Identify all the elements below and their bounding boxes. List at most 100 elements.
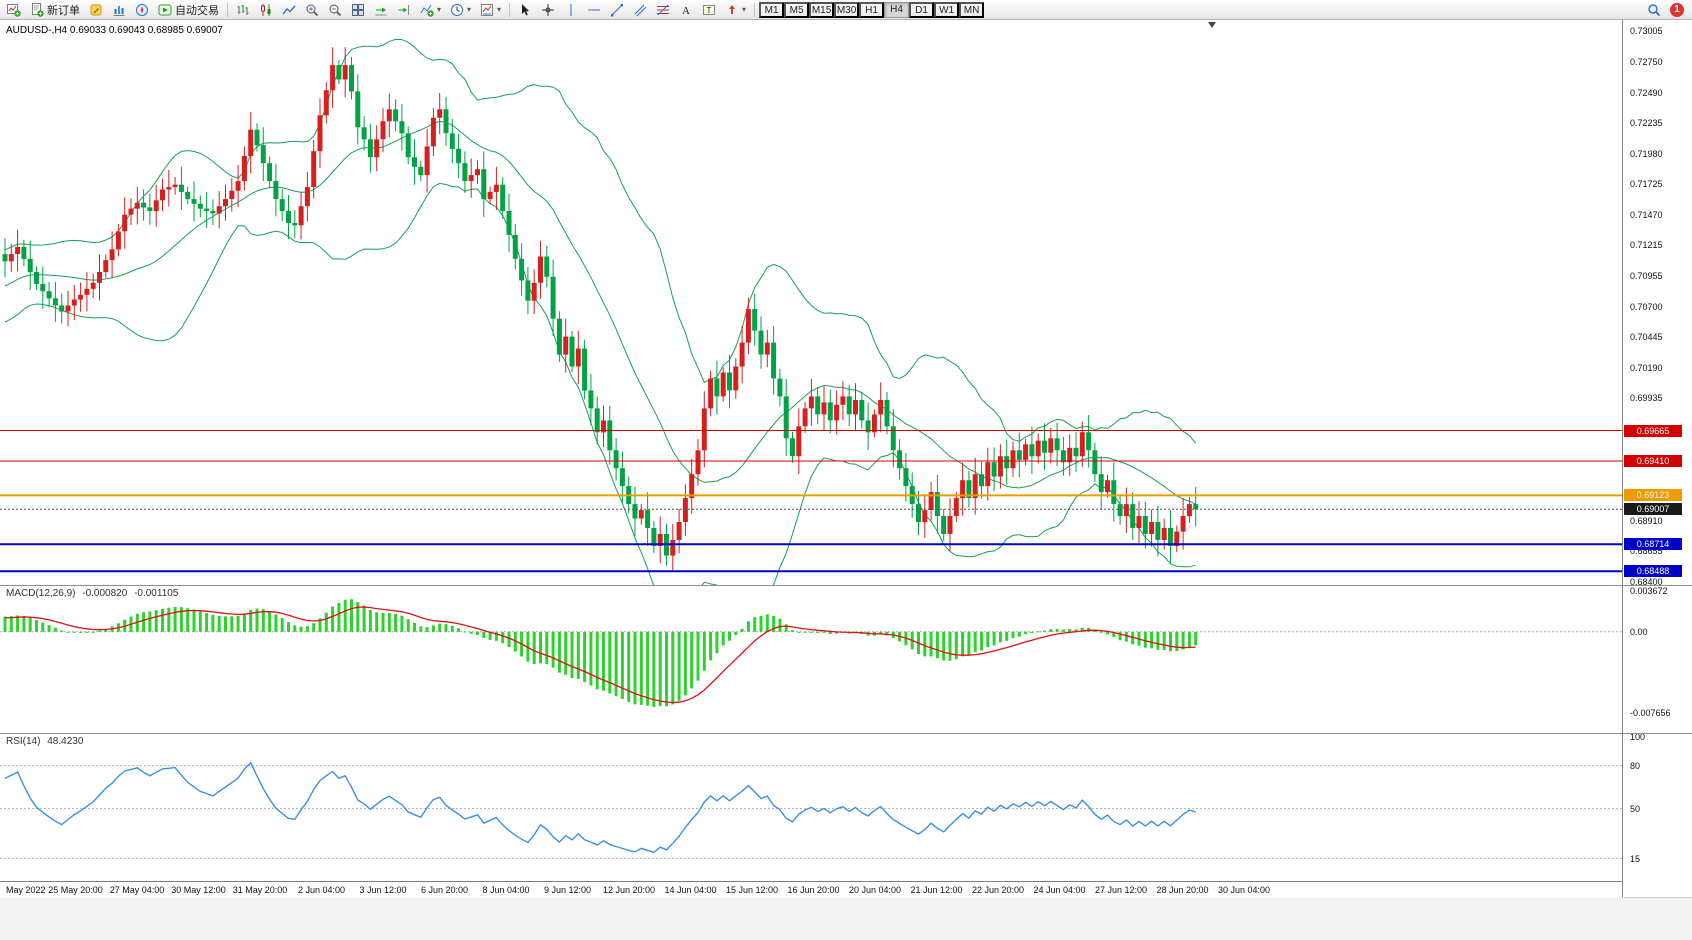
search-button[interactable] xyxy=(1643,1,1665,19)
time-tick-label: 8 Jun 04:00 xyxy=(482,885,530,895)
bar-chart-button[interactable] xyxy=(232,1,254,19)
chevron-down-icon: ▾ xyxy=(437,4,442,14)
panel-separator[interactable] xyxy=(0,733,1692,734)
time-tick-label: 12 Jun 20:00 xyxy=(602,885,656,895)
svg-text:A: A xyxy=(682,5,690,17)
text-tool-button[interactable]: A xyxy=(675,1,697,19)
channel-tool-button[interactable] xyxy=(629,1,651,19)
periods-icon xyxy=(450,3,464,17)
horizontal-line-tool-button[interactable] xyxy=(583,1,605,19)
time-tick-label: 24 Jun 04:00 xyxy=(1033,885,1086,895)
templates-icon xyxy=(480,3,494,17)
line-chart-button[interactable] xyxy=(278,1,300,19)
timeframe-w1-button[interactable]: W1 xyxy=(934,1,960,18)
time-tick-label: 31 May 20:00 xyxy=(232,885,288,895)
templates-button[interactable]: ▾ xyxy=(476,1,505,19)
price-chart-canvas[interactable] xyxy=(0,20,1622,585)
price-tick: 0.69935 xyxy=(1630,393,1663,404)
vertical-line-icon xyxy=(564,3,578,17)
navigator-button[interactable] xyxy=(131,1,153,19)
rsi-name: RSI(14) xyxy=(6,736,41,747)
timeframe-h1-button[interactable]: H1 xyxy=(859,1,885,18)
market-watch-button[interactable] xyxy=(108,1,130,19)
rsi-scale-tick: 50 xyxy=(1630,803,1641,814)
timeframe-m15-button[interactable]: M15 xyxy=(809,1,835,18)
indicators-button[interactable]: ▾ xyxy=(416,1,445,19)
time-tick-label: 3 Jun 12:00 xyxy=(359,885,407,895)
price-line-label: 0.69007 xyxy=(1624,503,1682,516)
price-line-label: 0.68714 xyxy=(1624,538,1682,551)
notification-badge[interactable]: 1 xyxy=(1670,2,1684,17)
price-tick: 0.70700 xyxy=(1630,301,1663,312)
zoom-out-button[interactable] xyxy=(324,1,346,19)
arrows-icon xyxy=(729,4,736,14)
time-tick-label: 14 Jun 04:00 xyxy=(664,885,717,895)
vertical-line-tool-button[interactable] xyxy=(560,1,582,19)
price-scale[interactable]: 0.73005 0.72750 0.72490 0.72235 0.71980 0.717… xyxy=(1622,20,1692,897)
zoom-out-icon xyxy=(328,3,342,17)
time-tick-label: 27 May 04:00 xyxy=(109,885,165,895)
chart-shift-marker[interactable] xyxy=(1208,22,1216,28)
candlestick-chart-button[interactable] xyxy=(255,1,277,19)
rsi-label: RSI(14) 48.4230 xyxy=(6,736,87,747)
price-tick: 0.70190 xyxy=(1630,362,1663,373)
timeframe-h4-button[interactable]: H4 xyxy=(884,1,910,18)
crosshair-icon xyxy=(542,3,555,16)
chart-line-icon xyxy=(282,3,296,17)
chart-shift-button[interactable] xyxy=(393,1,415,19)
tile-windows-icon xyxy=(351,3,365,17)
timeframe-d1-button[interactable]: D1 xyxy=(909,1,935,18)
time-tick-label: 28 Jun 20:00 xyxy=(1156,885,1209,895)
tile-windows-button[interactable] xyxy=(347,1,369,19)
market-watch-icon xyxy=(112,5,126,17)
trendline-tool-button[interactable] xyxy=(606,1,628,19)
price-tick: 0.72490 xyxy=(1630,87,1663,98)
cursor-tool-button[interactable] xyxy=(514,1,536,19)
indicators-icon xyxy=(420,3,434,17)
time-axis[interactable]: May 2022 25 May 20:00 27 May 04:00 30 May 1… xyxy=(0,881,1622,898)
timeframe-m30-button[interactable]: M30 xyxy=(834,1,860,18)
rsi-indicator-canvas[interactable] xyxy=(0,733,1622,881)
rsi-scale-tick: 15 xyxy=(1630,853,1641,864)
new-order-button[interactable]: 新订单 xyxy=(26,1,84,19)
macd-scale-tick: -0.007656 xyxy=(1630,708,1671,719)
auto-scroll-icon xyxy=(374,7,388,17)
zoom-in-icon xyxy=(305,3,319,17)
arrows-tool-button[interactable]: ▾ xyxy=(721,1,750,19)
fibonacci-icon xyxy=(657,3,670,17)
timeframe-mn-button[interactable]: MN xyxy=(959,1,985,18)
time-tick-label: May 2022 xyxy=(6,885,46,895)
rsi-scale-tick: 100 xyxy=(1630,732,1646,742)
time-tick-label: 20 Jun 04:00 xyxy=(848,885,902,895)
time-tick-label: 15 Jun 12:00 xyxy=(725,885,779,895)
price-tick: 0.68655 xyxy=(1630,546,1663,557)
price-line-label: 0.68488 xyxy=(1624,565,1682,578)
price-line-label: 0.69410 xyxy=(1624,455,1682,468)
time-tick-label: 21 Jun 12:00 xyxy=(910,885,963,895)
price-tick: 0.72750 xyxy=(1630,56,1663,67)
fibonacci-tool-button[interactable] xyxy=(652,1,674,19)
chart-candles-icon xyxy=(259,3,271,17)
crosshair-tool-button[interactable] xyxy=(537,1,559,19)
autotrading-button[interactable]: 自动交易 xyxy=(154,1,223,19)
horizontal-line-icon xyxy=(587,3,601,17)
new-order-icon xyxy=(30,3,44,17)
periods-button[interactable]: ▾ xyxy=(446,1,475,19)
macd-indicator-canvas[interactable] xyxy=(0,585,1622,733)
new-chart-button[interactable] xyxy=(3,1,25,19)
macd-signal-value: -0.001105 xyxy=(134,588,179,599)
price-tick: 0.71470 xyxy=(1630,209,1663,220)
zoom-in-button[interactable] xyxy=(301,1,323,19)
time-tick-label: 27 Jun 12:00 xyxy=(1094,885,1148,895)
macd-main-value: -0.000820 xyxy=(82,588,128,599)
auto-scroll-button[interactable] xyxy=(370,1,392,19)
price-line-label: 0.69123 xyxy=(1624,489,1682,502)
panel-separator[interactable] xyxy=(0,585,1692,586)
text-label-tool-button[interactable]: T xyxy=(698,1,720,19)
timeframe-m1-button[interactable]: M1 xyxy=(759,1,785,18)
time-tick-label: 9 Jun 12:00 xyxy=(543,885,592,895)
macd-scale-tick: 0.003672 xyxy=(1630,586,1668,597)
timeframe-m5-button[interactable]: M5 xyxy=(784,1,810,18)
chart-ohlc-title: AUDUSD-,H4 0.69033 0.69043 0.68985 0.690… xyxy=(6,25,223,36)
metaeditor-button[interactable] xyxy=(85,1,107,19)
